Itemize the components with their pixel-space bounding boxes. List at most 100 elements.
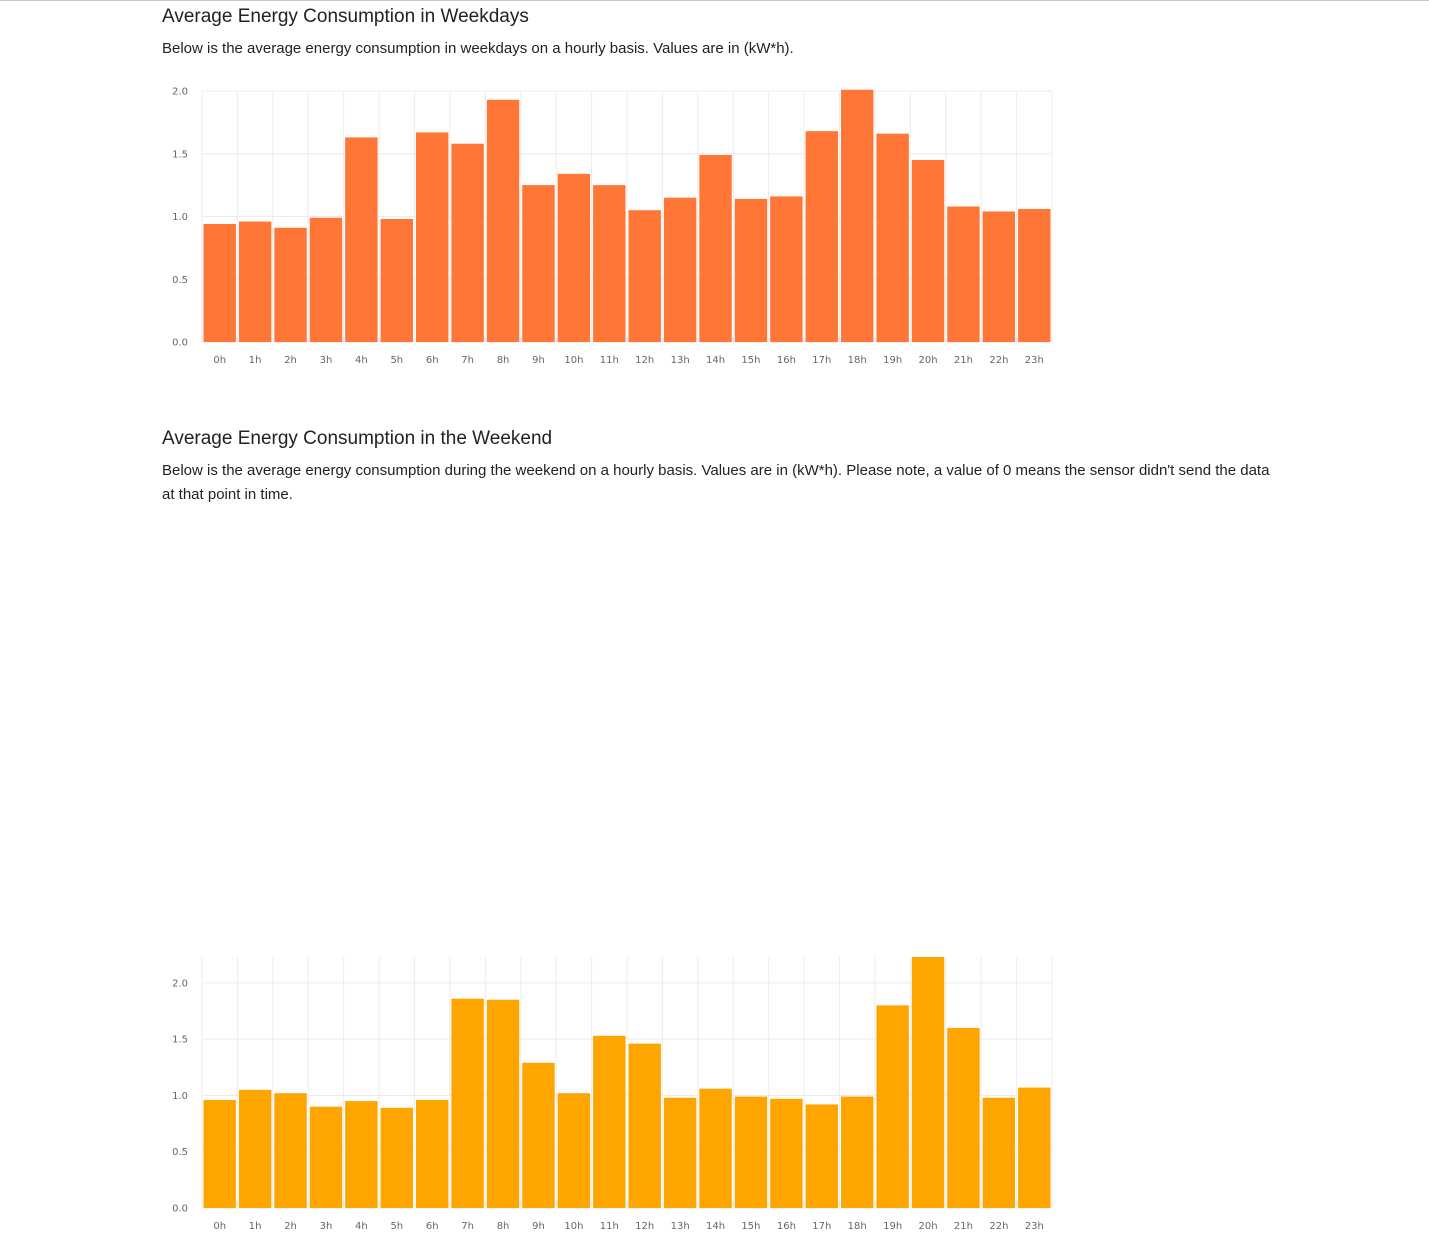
x-tick-label: 17h: [812, 355, 831, 366]
bar-18h[interactable]: [841, 1096, 874, 1208]
y-tick-label: 0.5: [172, 1147, 188, 1158]
x-tick-label: 0h: [213, 1221, 226, 1232]
bar-15h[interactable]: [734, 1096, 768, 1208]
weekdays-bar-chart: 0.0 0.5 1.0 1.5 2.0 0h 1h 2h 3h 4h 5h 6h 7h 8h 9h 10h 11…: [172, 87, 1053, 366]
top-divider: [0, 0, 1429, 1]
x-tick-label: 11h: [600, 1221, 619, 1232]
bar-17h[interactable]: [805, 131, 838, 342]
bar-12h[interactable]: [628, 210, 661, 342]
bar-8h[interactable]: [486, 999, 520, 1208]
x-tick-label: 16h: [777, 1221, 796, 1232]
bar-3h[interactable]: [309, 217, 343, 342]
bar-0h[interactable]: [203, 224, 236, 342]
x-tick-label: 18h: [848, 355, 867, 366]
bar-10h[interactable]: [557, 1093, 591, 1208]
bar-11h[interactable]: [593, 1035, 626, 1208]
x-tick-label: 10h: [564, 1221, 583, 1232]
x-tick-label: 4h: [355, 1221, 368, 1232]
weekend-bar-chart: 0.0 0.5 1.0 1.5 2.0 0h 1h 2h 3h 4h 5h 6h 7h 8h 9h 10h 11…: [172, 957, 1053, 1232]
bar-21h[interactable]: [947, 206, 980, 342]
x-tick-label: 12h: [635, 355, 654, 366]
bar-22h[interactable]: [982, 211, 1016, 342]
x-tick-label: 0h: [213, 355, 226, 366]
bar-4h[interactable]: [345, 1101, 378, 1208]
x-tick-label: 13h: [671, 355, 690, 366]
x-tick-label: 1h: [249, 1221, 262, 1232]
y-tick-label: 0.0: [172, 1204, 188, 1215]
x-tick-label: 12h: [635, 1221, 654, 1232]
x-tick-label: 17h: [812, 1221, 831, 1232]
bar-13h[interactable]: [663, 1097, 697, 1208]
x-tick-label: 13h: [671, 1221, 690, 1232]
weekdays-section: Average Energy Consumption in Weekdays B…: [162, 5, 1272, 366]
x-tick-label: 23h: [1025, 355, 1044, 366]
bar-6h[interactable]: [416, 132, 449, 342]
x-tick-label: 10h: [564, 355, 583, 366]
x-tick-label: 8h: [497, 1221, 510, 1232]
bar-19h[interactable]: [876, 133, 909, 342]
bar-3h[interactable]: [309, 1106, 343, 1208]
bar-9h[interactable]: [522, 185, 555, 342]
bar-16h[interactable]: [770, 196, 803, 342]
x-tick-label: 22h: [989, 1221, 1008, 1232]
y-tick-label: 1.5: [172, 1035, 188, 1046]
x-tick-label: 20h: [919, 355, 938, 366]
x-tick-label: 20h: [919, 1221, 938, 1232]
bar-14h[interactable]: [699, 155, 732, 342]
x-tick-label: 15h: [741, 1221, 760, 1232]
weekdays-description: Below is the average energy consumption …: [162, 40, 794, 57]
bar-10h[interactable]: [557, 173, 591, 342]
bar-18h[interactable]: [841, 89, 874, 343]
bar-13h[interactable]: [663, 197, 697, 342]
x-tick-label: 2h: [284, 355, 297, 366]
bar-7h[interactable]: [451, 998, 484, 1208]
bar-23h[interactable]: [1018, 208, 1051, 342]
bar-19h[interactable]: [876, 1005, 909, 1208]
x-tick-label: 22h: [989, 355, 1008, 366]
x-tick-label: 7h: [461, 355, 474, 366]
bar-15h[interactable]: [734, 198, 768, 342]
bar-5h[interactable]: [380, 1107, 413, 1208]
y-tick-label: 1.5: [172, 149, 188, 160]
x-tick-label: 2h: [284, 1221, 297, 1232]
y-tick-label: 2.0: [172, 978, 188, 989]
bar-5h[interactable]: [380, 219, 413, 342]
x-tick-label: 23h: [1025, 1221, 1044, 1232]
bar-20h[interactable]: [911, 160, 945, 342]
bar-16h[interactable]: [770, 1098, 803, 1208]
bar-2h[interactable]: [274, 1093, 307, 1208]
bar-12h[interactable]: [628, 1043, 661, 1208]
bar-7h[interactable]: [451, 143, 484, 342]
bar-9h[interactable]: [522, 1062, 555, 1208]
bar-14h[interactable]: [699, 1088, 732, 1208]
bar-17h[interactable]: [805, 1104, 838, 1208]
bar-11h[interactable]: [593, 185, 626, 342]
x-tick-label: 6h: [426, 355, 439, 366]
x-tick-label: 5h: [390, 355, 403, 366]
bar-6h[interactable]: [416, 1099, 449, 1208]
x-tick-label: 16h: [777, 355, 796, 366]
y-tick-label: 1.0: [172, 1091, 188, 1102]
bar-0h[interactable]: [203, 1099, 236, 1208]
bar-4h[interactable]: [345, 137, 378, 342]
y-tick-label: 0.5: [172, 275, 188, 286]
bar-8h[interactable]: [486, 99, 520, 342]
x-tick-label: 14h: [706, 355, 725, 366]
bar-23h[interactable]: [1018, 1087, 1051, 1208]
bar-1h[interactable]: [238, 1089, 272, 1208]
x-tick-label: 19h: [883, 1221, 902, 1232]
weekend-description: Below is the average energy consumption …: [162, 462, 1270, 503]
x-tick-label: 3h: [320, 355, 333, 366]
weekend-section: Average Energy Consumption in the Weeken…: [162, 427, 1272, 1232]
x-tick-label: 21h: [954, 1221, 973, 1232]
bar-1h[interactable]: [238, 221, 272, 342]
x-tick-label: 8h: [497, 355, 510, 366]
weekend-title: Average Energy Consumption in the Weeken…: [162, 428, 553, 449]
bar-2h[interactable]: [274, 227, 307, 342]
x-tick-label: 3h: [320, 1221, 333, 1232]
x-tick-label: 11h: [600, 355, 619, 366]
bar-22h[interactable]: [982, 1097, 1016, 1208]
x-tick-label: 7h: [461, 1221, 474, 1232]
bar-21h[interactable]: [947, 1027, 980, 1208]
bar-20h[interactable]: [911, 957, 945, 1208]
